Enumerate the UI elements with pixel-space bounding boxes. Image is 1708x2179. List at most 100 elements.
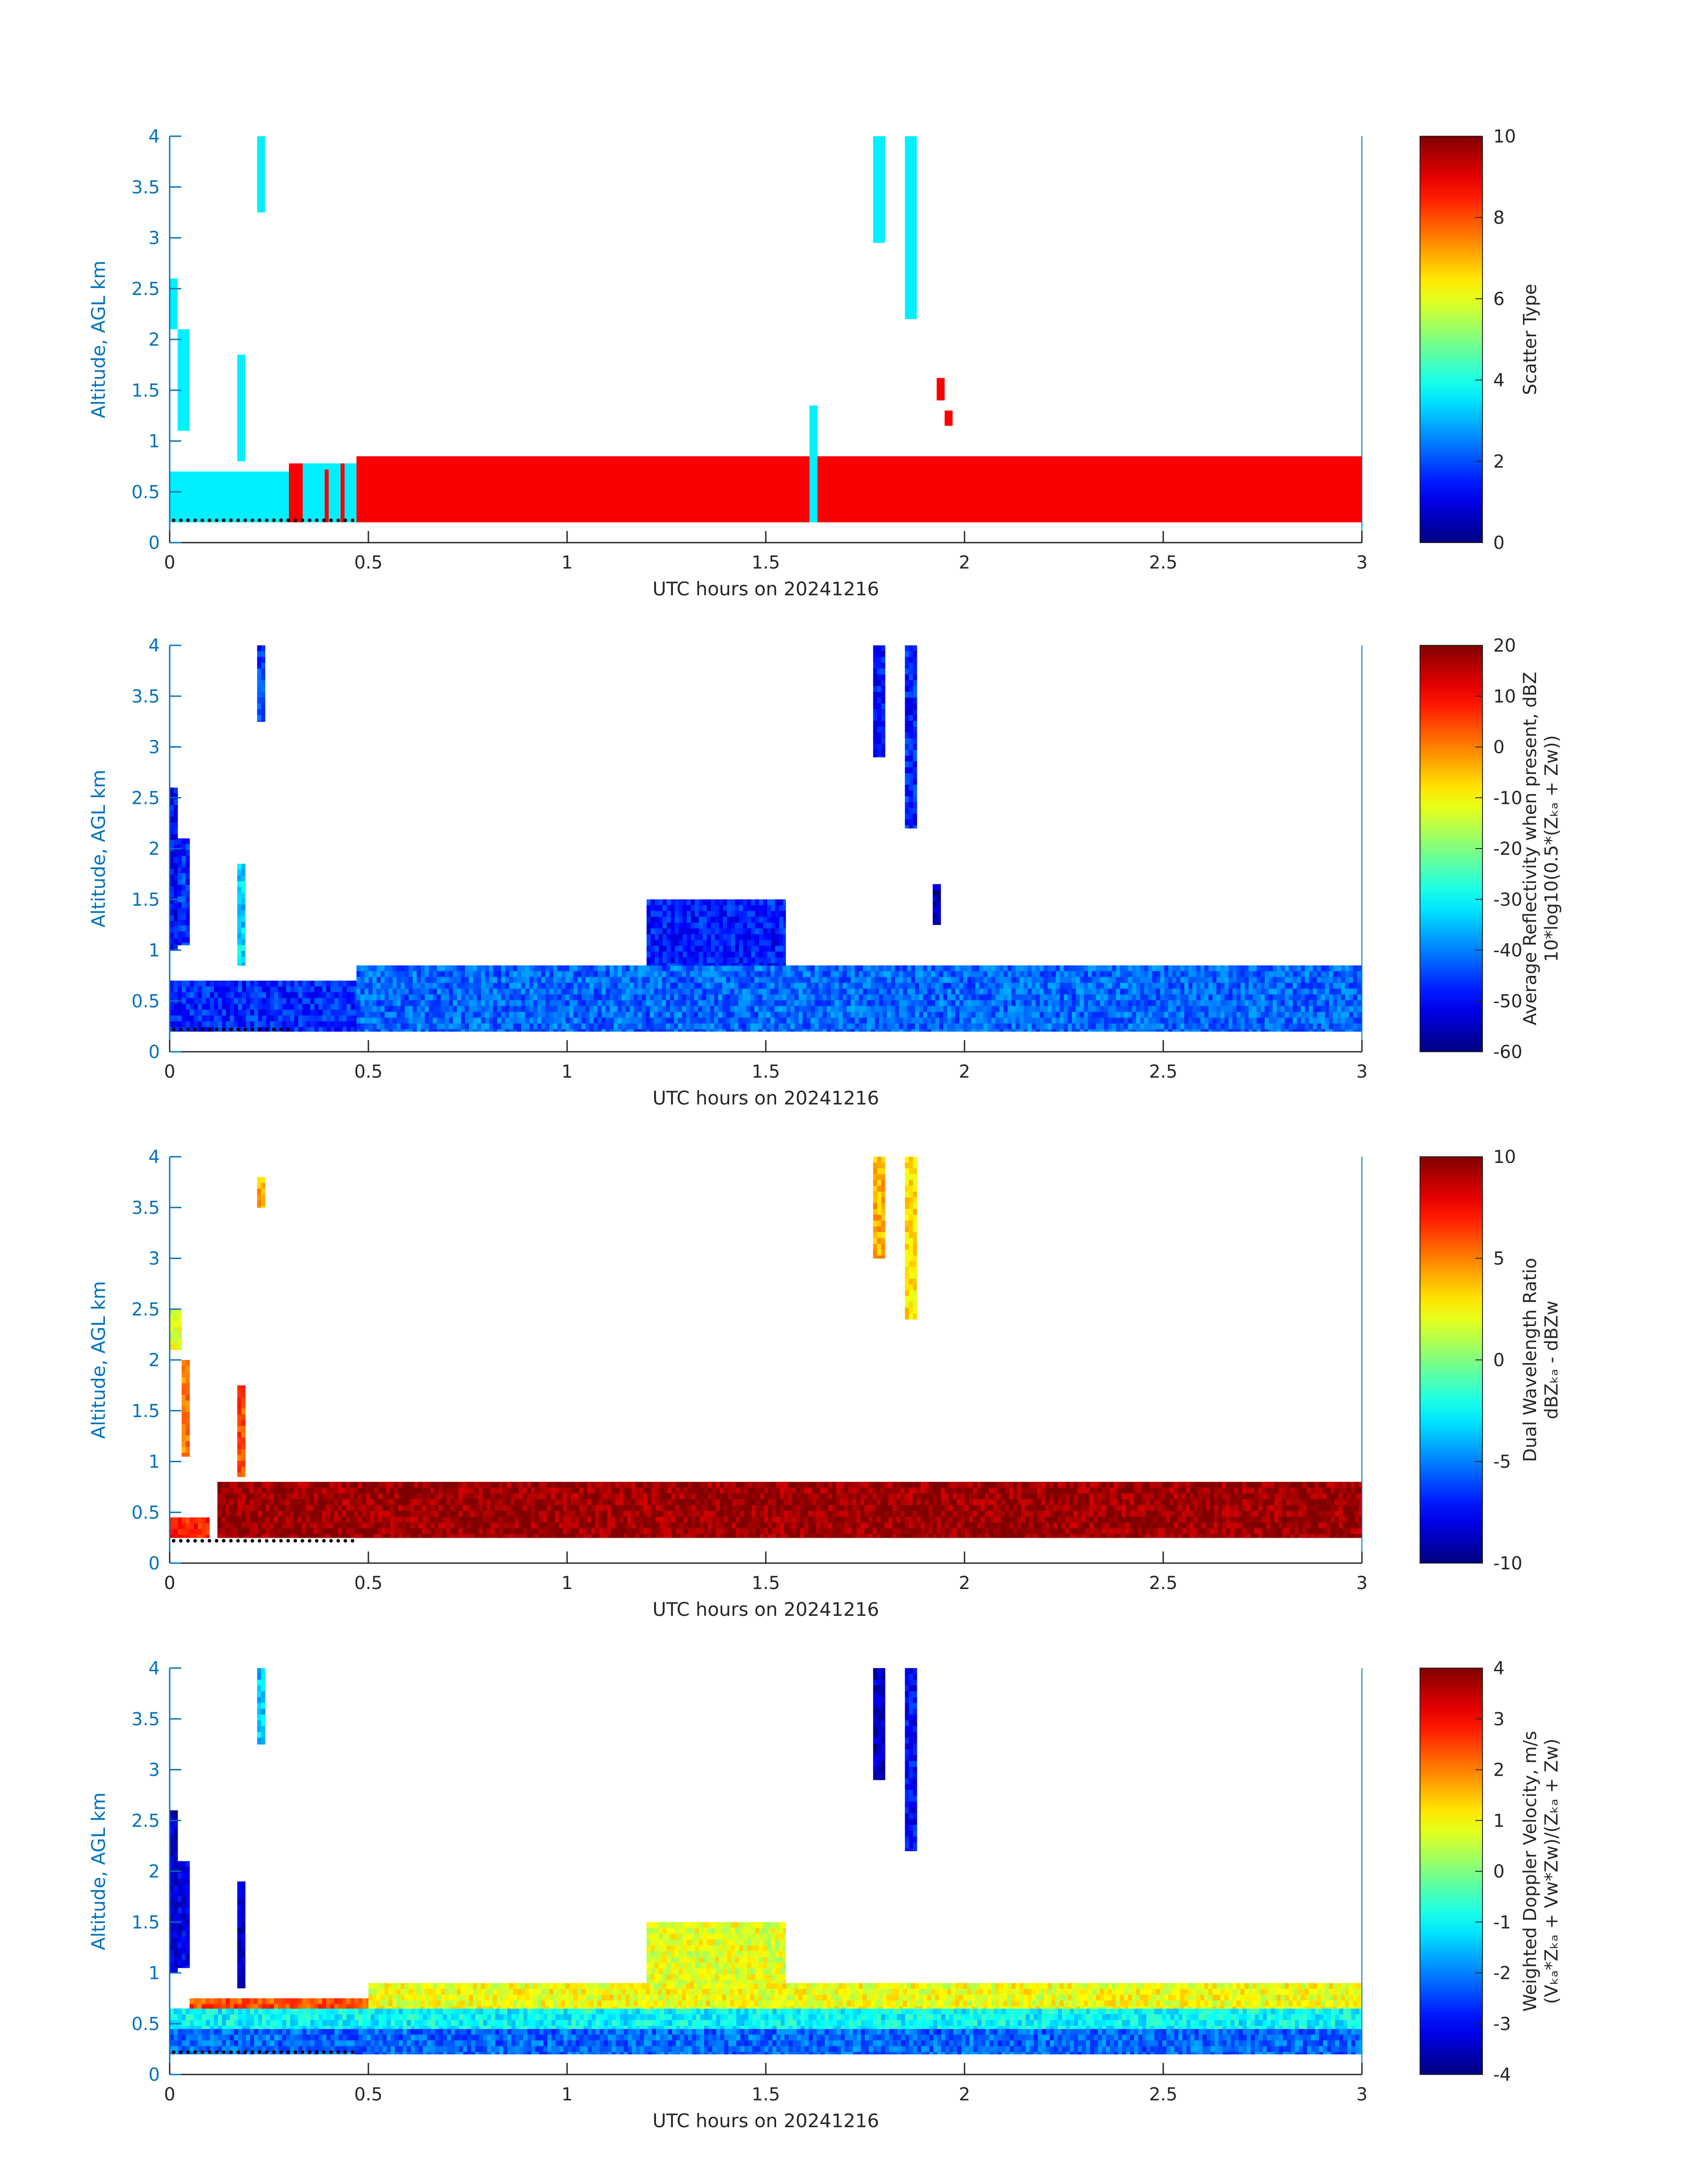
data-cell <box>351 1004 355 1010</box>
data-cell <box>1347 1482 1351 1488</box>
data-cell <box>537 966 542 972</box>
data-cell <box>237 1391 242 1397</box>
data-cell <box>569 1006 574 1012</box>
data-cell <box>1357 1029 1361 1032</box>
data-cell <box>186 1529 190 1535</box>
data-cell <box>742 1006 747 1012</box>
data-cell <box>1228 989 1233 995</box>
data-cell <box>218 981 222 987</box>
data-cell <box>983 989 988 995</box>
data-cell <box>919 1029 923 1032</box>
data-cell <box>573 966 578 972</box>
data-cell <box>521 1012 526 1018</box>
data-cell <box>1220 995 1225 1001</box>
data-cell <box>735 923 739 929</box>
data-cell <box>1208 1000 1213 1007</box>
data-cell <box>871 1006 875 1012</box>
data-cell <box>533 966 538 972</box>
data-cell <box>593 1000 598 1007</box>
data-cell <box>899 1029 903 1032</box>
data-cell <box>860 1488 865 1494</box>
data-cell <box>690 1024 694 1030</box>
data-cell <box>879 995 883 1001</box>
data-cell <box>1160 1012 1165 1018</box>
data-cell <box>931 989 935 995</box>
data-cell <box>210 1004 214 1010</box>
data-cell <box>417 971 421 978</box>
data-cell <box>318 987 323 993</box>
data-cell <box>634 995 638 1001</box>
data-cell <box>1096 971 1100 978</box>
data-cell <box>1297 983 1301 989</box>
data-cell <box>290 1004 295 1010</box>
data-cell <box>242 981 246 987</box>
data-cell <box>951 1018 956 1024</box>
data-cell <box>659 946 663 952</box>
data-cell <box>1072 1006 1076 1012</box>
data-cell <box>710 966 714 972</box>
data-cell <box>915 971 919 978</box>
data-cell <box>707 952 711 958</box>
data-cell <box>1196 977 1201 983</box>
data-cell <box>1084 983 1088 989</box>
data-cell <box>831 1000 835 1007</box>
data-cell <box>1208 1006 1213 1012</box>
data-cell <box>1265 977 1269 983</box>
data-cell <box>599 1482 604 1488</box>
data-cell <box>569 966 574 972</box>
clutter-dot <box>208 519 211 522</box>
data-cell <box>368 1012 373 1018</box>
data-cell <box>774 966 779 972</box>
data-cell <box>983 1018 988 1024</box>
data-cell <box>718 1012 722 1018</box>
data-cell <box>601 1018 606 1024</box>
data-cell <box>585 1029 590 1032</box>
data-cell <box>194 1016 198 1022</box>
data-cell <box>1208 1012 1213 1018</box>
data-cell <box>1136 995 1140 1001</box>
data-cell <box>254 1027 259 1032</box>
data-cell <box>963 971 968 978</box>
data-cell <box>734 1024 739 1030</box>
data-cell <box>1136 1006 1140 1012</box>
data-cell <box>1261 1024 1265 1030</box>
data-cell <box>1164 1006 1169 1012</box>
data-cell <box>995 1018 1000 1024</box>
data-cell <box>864 1488 869 1494</box>
data-cell <box>810 406 818 523</box>
data-cell <box>541 977 546 983</box>
data-cell <box>437 1000 441 1007</box>
data-cell <box>501 1000 505 1007</box>
data-cell <box>1148 1029 1153 1032</box>
data-cell <box>569 1012 574 1018</box>
data-cell <box>198 1535 202 1538</box>
data-cell <box>513 1029 518 1032</box>
data-cell <box>1164 966 1169 972</box>
data-cell <box>719 940 723 946</box>
data-cell <box>959 966 964 972</box>
data-cell <box>767 911 772 917</box>
data-cell <box>1309 977 1313 983</box>
data-region <box>257 645 265 722</box>
data-cell <box>694 1000 698 1007</box>
data-cell <box>413 966 417 972</box>
data-cell <box>393 1012 397 1018</box>
data-cell <box>1080 995 1084 1001</box>
data-cell <box>258 1016 263 1022</box>
data-cell <box>364 989 369 995</box>
data-cell <box>947 1029 952 1032</box>
data-cell <box>923 1006 927 1012</box>
data-cell <box>715 905 719 912</box>
data-cell <box>895 1012 899 1018</box>
data-cell <box>867 977 871 983</box>
data-cell <box>1249 989 1253 995</box>
data-cell <box>727 923 731 929</box>
data-cell <box>823 989 827 995</box>
data-cell <box>859 989 863 995</box>
data-cell <box>581 983 586 989</box>
data-cell <box>1301 989 1305 995</box>
data-cell <box>674 983 678 989</box>
data-cell <box>503 1488 507 1494</box>
